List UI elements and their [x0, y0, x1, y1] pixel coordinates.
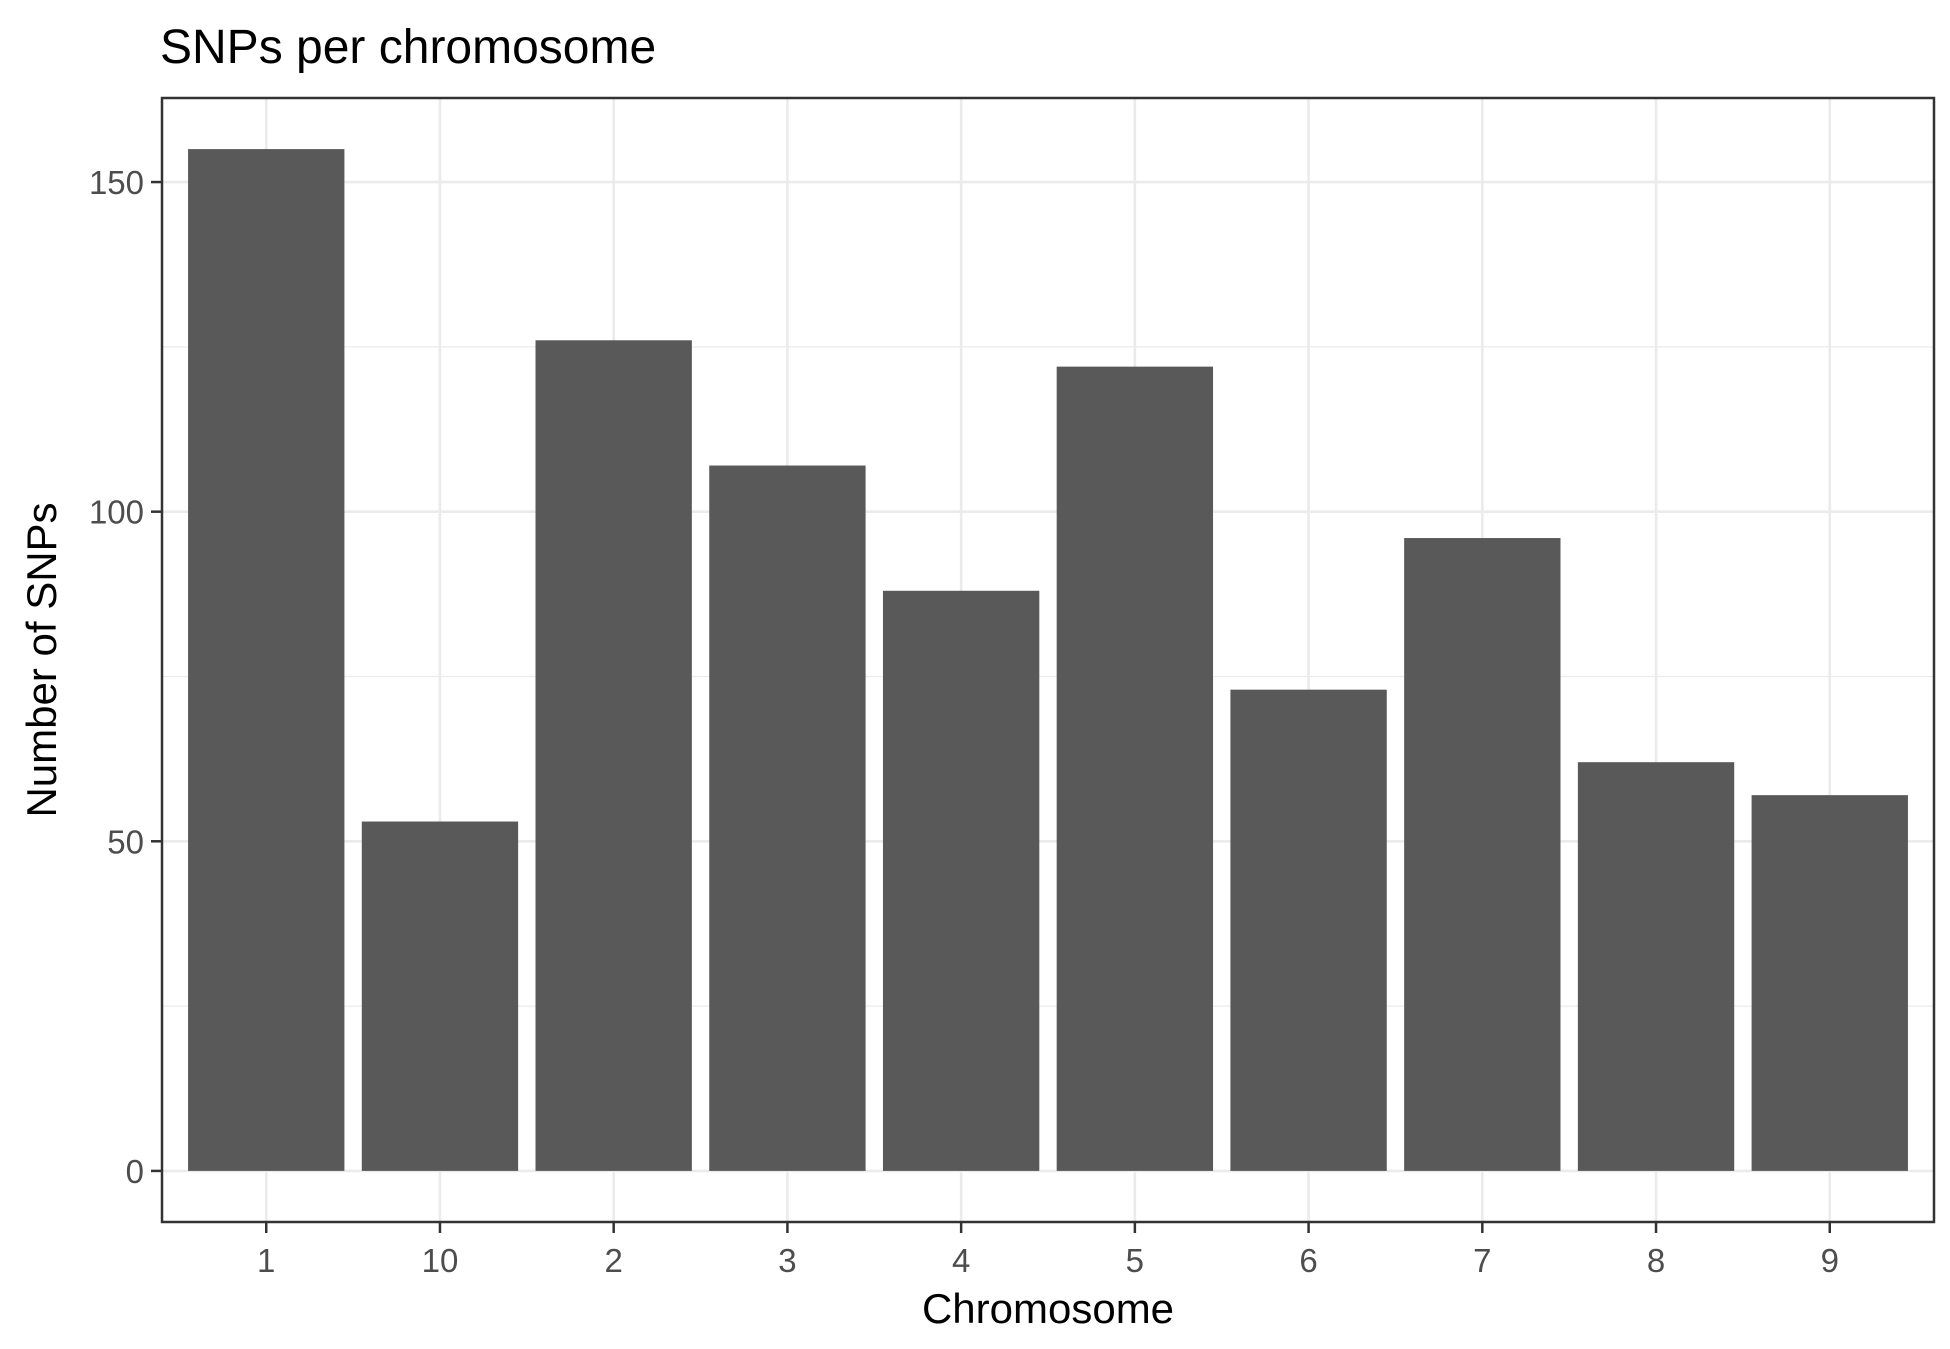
bar-chr-9	[1751, 795, 1908, 1171]
y-tick-label: 0	[126, 1153, 144, 1190]
y-axis: 0 50 100 150	[89, 164, 162, 1190]
x-tick-label: 5	[1126, 1242, 1144, 1279]
x-tick-label: 1	[257, 1242, 275, 1279]
bar-chr-1	[188, 149, 345, 1171]
x-tick-label: 4	[952, 1242, 970, 1279]
y-tick-label: 50	[107, 823, 144, 860]
y-tick-label: 100	[89, 494, 144, 531]
bar-chr-6	[1230, 689, 1387, 1171]
x-tick-label: 8	[1647, 1242, 1665, 1279]
x-tick-label: 3	[778, 1242, 796, 1279]
x-tick-label: 6	[1299, 1242, 1317, 1279]
x-axis-title: Chromosome	[922, 1285, 1174, 1332]
x-tick-label: 9	[1821, 1242, 1839, 1279]
y-tick-label: 150	[89, 164, 144, 201]
x-tick-label: 2	[605, 1242, 623, 1279]
panel-border	[160, 96, 1936, 1224]
y-axis-title: Number of SNPs	[18, 502, 65, 817]
bars	[188, 149, 1908, 1171]
bar-chr-8	[1577, 762, 1735, 1171]
x-tick-label: 10	[422, 1242, 459, 1279]
chart-title: SNPs per chromosome	[160, 21, 656, 74]
bar-chr-5	[1056, 366, 1214, 1171]
bar-chr-3	[709, 465, 866, 1171]
bar-chr-2	[535, 340, 692, 1171]
x-axis: 1 10 2 3 4 5 6 7 8 9	[257, 1222, 1839, 1279]
bar-chr-7	[1404, 538, 1561, 1171]
x-tick-label: 7	[1473, 1242, 1491, 1279]
bar-chr-10	[361, 821, 519, 1171]
bar-chr-4	[882, 590, 1040, 1171]
